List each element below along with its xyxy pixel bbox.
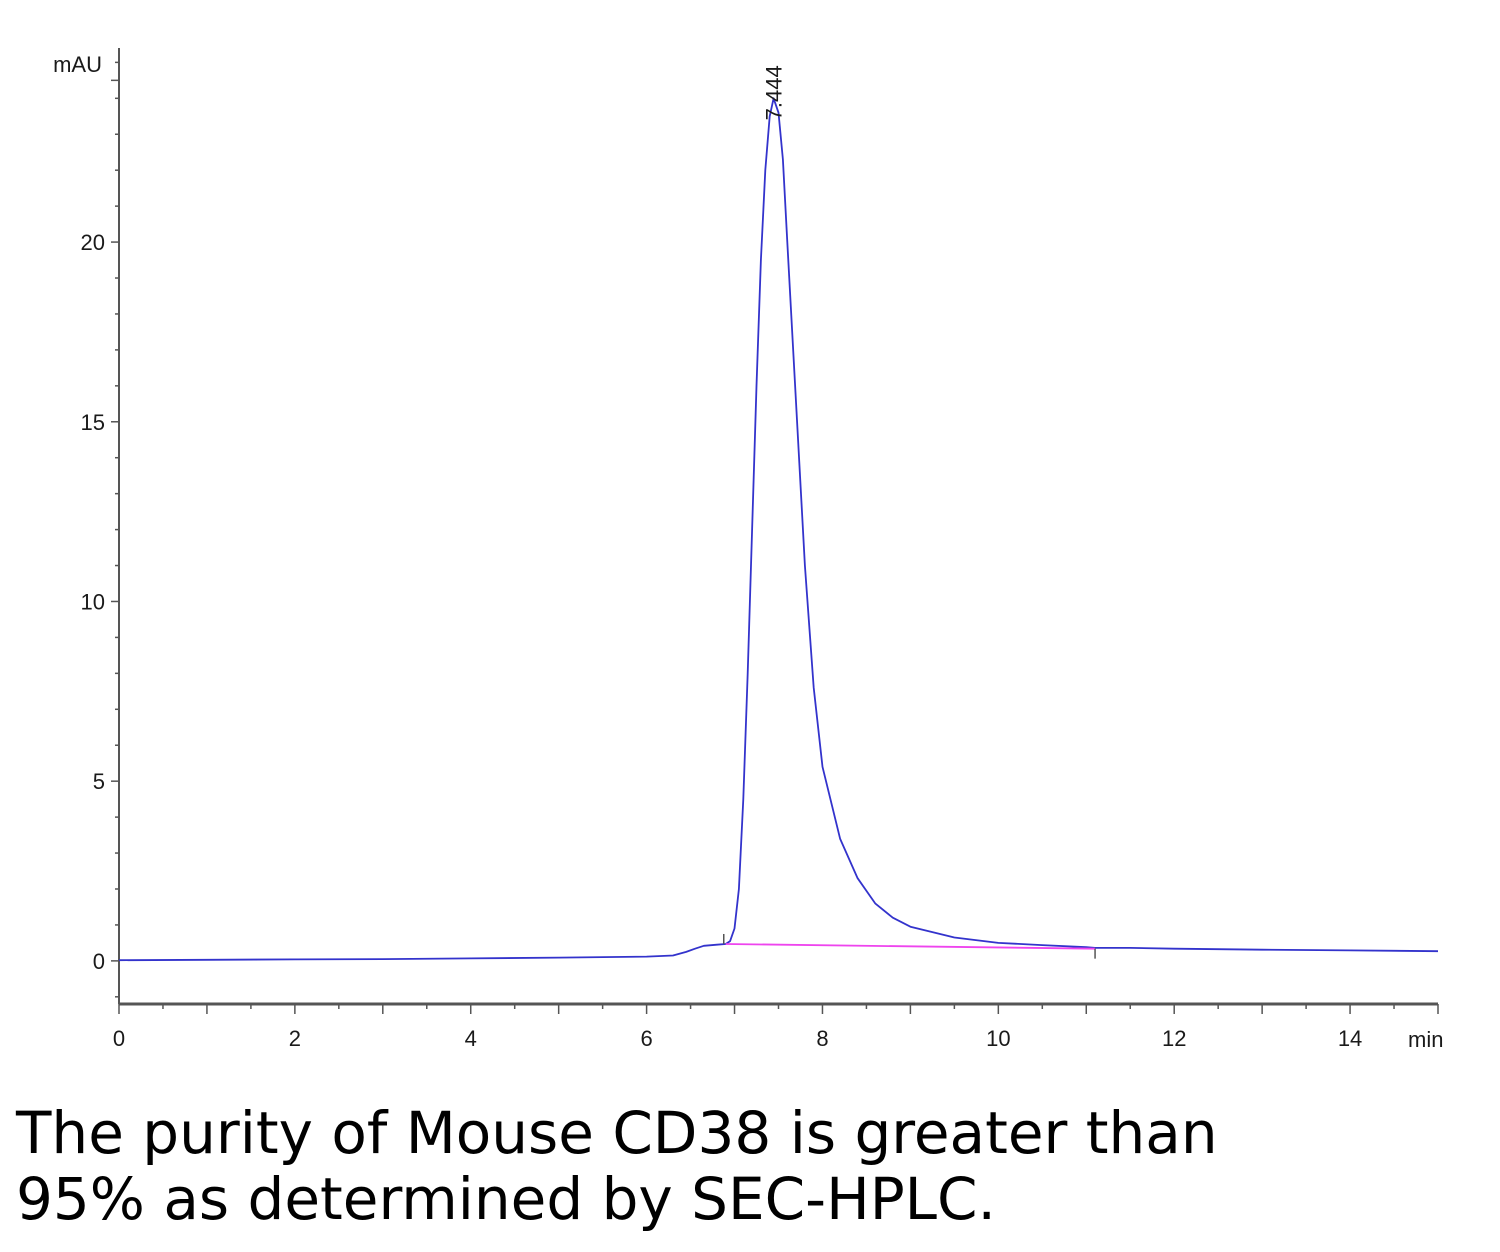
annotation-layer: 7.444 — [762, 65, 787, 120]
y-tick-label: 5 — [93, 769, 105, 794]
x-tick-label: 4 — [465, 1026, 477, 1051]
y-tick-label: 20 — [81, 230, 105, 255]
caption: The purity of Mouse CD38 is greater than… — [16, 1100, 1416, 1232]
y-tick-label: 0 — [93, 949, 105, 974]
y-axis-label: mAU — [53, 52, 102, 77]
series-layer — [118, 97, 1439, 962]
signal-trace — [118, 97, 1439, 962]
peak-retention-label: 7.444 — [762, 65, 787, 120]
x-tick-label: 8 — [816, 1026, 828, 1051]
x-axis-label: min — [1408, 1027, 1443, 1052]
x-tick-label: 10 — [986, 1026, 1010, 1051]
x-tick-label: 2 — [289, 1026, 301, 1051]
baseline-trace — [725, 943, 1096, 950]
chart-axes — [118, 48, 1438, 1006]
chromatogram-chart: 0 5 10 15 20 0 2 4 6 8 10 12 14 7.444 mAU min — [53, 48, 1443, 1052]
y-tick-label: 15 — [81, 410, 105, 435]
caption-line-1: The purity of Mouse CD38 is greater than — [16, 1099, 1218, 1167]
x-tick-label: 12 — [1162, 1026, 1186, 1051]
caption-line-2: 95% as determined by SEC-HPLC. — [16, 1165, 996, 1233]
x-tick-label: 14 — [1338, 1026, 1362, 1051]
y-tick-label: 10 — [81, 589, 105, 614]
x-tick-label: 6 — [640, 1026, 652, 1051]
x-tick-label: 0 — [113, 1026, 125, 1051]
y-axis-ticks: 0 5 10 15 20 — [81, 61, 119, 998]
x-axis-ticks: 0 2 4 6 8 10 12 14 — [113, 1004, 1439, 1051]
